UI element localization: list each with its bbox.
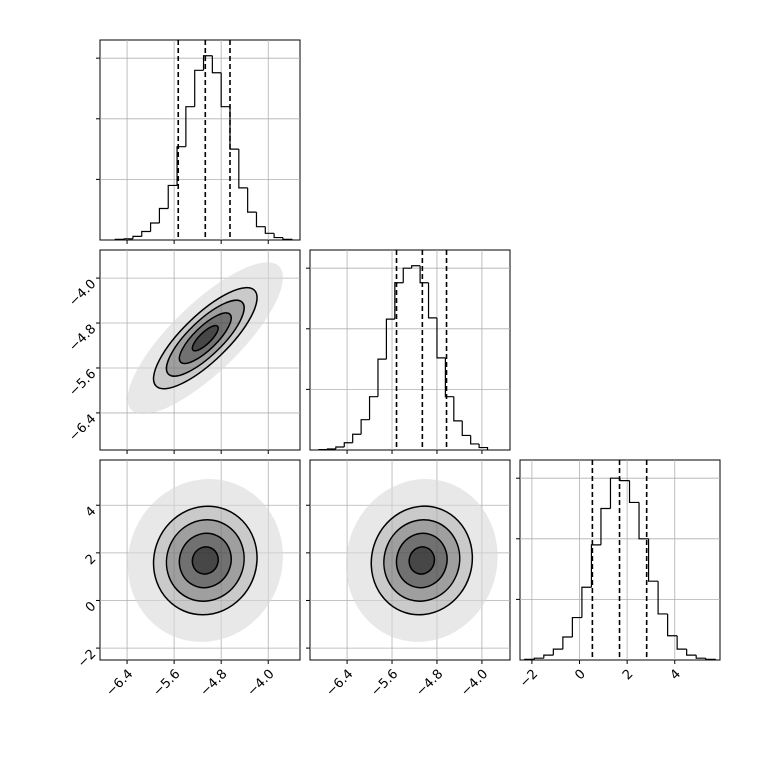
hist-bin [437, 318, 445, 358]
hist-bin [582, 587, 592, 617]
hist-bin [230, 107, 239, 149]
hist-bin [370, 397, 378, 420]
hist-bin [221, 73, 230, 107]
hist-bin [429, 283, 437, 318]
density [108, 242, 304, 435]
hist-bin [677, 636, 687, 649]
hist-bin [462, 421, 470, 436]
y-tick-label: 0 [83, 599, 99, 615]
x-tick-label: 0 [572, 667, 588, 683]
hist-bin [195, 70, 204, 106]
hist-bin [534, 658, 544, 659]
hist-bin [610, 478, 620, 508]
y-tick-label: −4.8 [66, 322, 99, 355]
y-tick-label: −6.4 [66, 412, 99, 445]
hist-bin [274, 233, 283, 237]
x-tick-label: −4.0 [458, 667, 491, 700]
hist-bin [403, 268, 411, 283]
hist-bin [353, 434, 361, 442]
hist-bin [361, 420, 369, 435]
hist-bin [525, 659, 535, 660]
y-tick-label: −4.0 [66, 277, 99, 310]
hist-bin [248, 188, 257, 212]
hist-bin [283, 238, 292, 240]
hist-bin [687, 649, 697, 655]
hist-bin [668, 614, 678, 636]
x-tick-label: −6.4 [103, 667, 136, 700]
x-tick-label: −2 [517, 667, 541, 691]
x-tick-label: −5.6 [368, 667, 401, 700]
hist-bin [336, 447, 344, 449]
hist-bin [239, 149, 248, 188]
density [325, 460, 518, 662]
hist-bin [572, 618, 582, 637]
y-tick-label: −5.6 [66, 367, 99, 400]
x-tick-label: −4.0 [245, 667, 278, 700]
hist-bin [479, 444, 487, 450]
hist-bin [344, 443, 352, 447]
hist-bin [630, 481, 640, 503]
hist-bin [327, 449, 335, 450]
hist-bin [553, 649, 563, 655]
hist-bin [601, 508, 611, 544]
x-tick-label: −5.6 [150, 667, 183, 700]
x-tick-label: 2 [620, 667, 636, 683]
panel-frame [310, 250, 510, 450]
hist-bin [706, 658, 716, 660]
hist-bin [115, 239, 124, 240]
hist-bin [124, 239, 133, 240]
hist-bin [696, 655, 706, 658]
hist-bin [265, 227, 274, 234]
y-tick-label: −2 [75, 647, 99, 671]
hist-bin [159, 208, 168, 223]
hist-bin [151, 223, 160, 231]
hist-bin [658, 581, 668, 614]
hist-bin [256, 212, 265, 227]
hist-bin [471, 435, 479, 443]
y-tick-label: 4 [83, 504, 99, 520]
x-tick-label: −6.4 [323, 667, 356, 700]
hist-bin [186, 107, 195, 147]
hist-bin [168, 185, 177, 208]
hist-bin [386, 319, 394, 359]
density [102, 455, 308, 667]
x-tick-label: −4.8 [198, 667, 231, 700]
hist-bin [142, 232, 151, 237]
x-tick-label: 4 [668, 667, 684, 683]
x-tick-label: −4.8 [413, 667, 446, 700]
hist-bin [133, 236, 142, 238]
hist-bin [378, 359, 386, 397]
hist-bin [649, 539, 659, 581]
y-tick-label: 2 [83, 552, 99, 568]
hist-bin [544, 655, 554, 658]
hist-bin [563, 637, 573, 649]
hist-bin [454, 397, 462, 421]
